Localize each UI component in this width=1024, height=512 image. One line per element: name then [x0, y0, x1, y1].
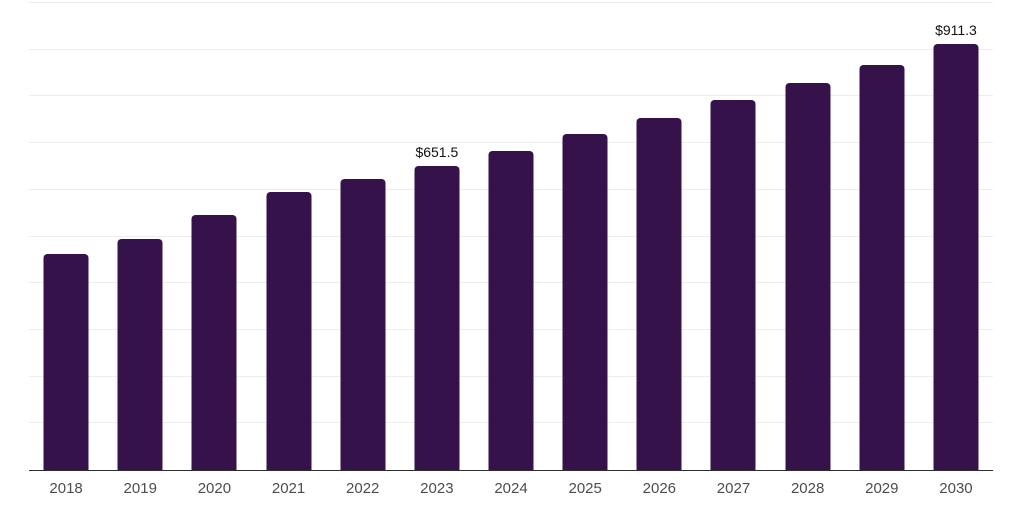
x-tick-label-2018: 2018	[49, 480, 83, 497]
x-tick-label-2021: 2021	[271, 480, 306, 497]
bar-2028	[785, 83, 831, 470]
x-tick-label-2026: 2026	[642, 480, 677, 497]
bar-slot-2029	[845, 3, 919, 470]
x-tick-label-2028: 2028	[790, 480, 825, 497]
bar-slot-2019	[103, 3, 177, 470]
x-tick-label-2020: 2020	[197, 480, 232, 497]
x-axis: 2018 2019 2020 2021 2022 2023 2024 2025 2026 2027…	[29, 480, 993, 497]
bar-slot-2022	[326, 3, 400, 470]
bar-2023	[414, 165, 460, 470]
bar-series: $651.5 $911.3	[29, 3, 993, 470]
bar-2019	[117, 239, 163, 470]
x-tick-label-2025: 2025	[568, 480, 602, 497]
bar-2024	[488, 151, 534, 470]
x-tick-label-2024: 2024	[494, 480, 528, 497]
bar-value-label-2030: $911.3	[935, 22, 977, 39]
x-tick-label-2023: 2023	[420, 480, 454, 497]
bar-2025	[562, 134, 608, 470]
bar-2029	[859, 64, 905, 470]
bar-2021	[266, 192, 312, 470]
bar-2030	[933, 44, 979, 470]
x-tick-label-2022: 2022	[346, 480, 380, 497]
gridline-700	[29, 142, 993, 144]
gridline-900	[29, 48, 993, 50]
bar-2020	[191, 215, 237, 470]
bar-slot-2020	[177, 3, 251, 470]
x-tick-label-2019: 2019	[123, 480, 157, 497]
plot-area: $651.5 $911.3	[29, 2, 993, 471]
bar-slot-2027	[696, 3, 770, 470]
x-tick-label-2030: 2030	[939, 480, 973, 497]
bar-slot-2023: $651.5	[400, 3, 474, 470]
gridline-800	[29, 95, 993, 97]
bar-2022	[340, 179, 386, 470]
bar-slot-2025	[548, 3, 622, 470]
x-tick-label-2029: 2029	[865, 480, 899, 497]
bar-slot-2028	[771, 3, 845, 470]
bar-2018	[43, 254, 89, 470]
bar-slot-2030: $911.3	[919, 3, 993, 470]
bar-slot-2024	[474, 3, 548, 470]
bar-value-label-2023: $651.5	[415, 143, 459, 160]
gridline-1000	[29, 2, 993, 3]
bar-slot-2018	[29, 3, 103, 470]
bar-2026	[636, 117, 682, 470]
x-tick-label-2027: 2027	[716, 480, 751, 497]
bar-slot-2026	[622, 3, 696, 470]
bar-2027	[710, 100, 756, 470]
bar-slot-2021	[251, 3, 325, 470]
